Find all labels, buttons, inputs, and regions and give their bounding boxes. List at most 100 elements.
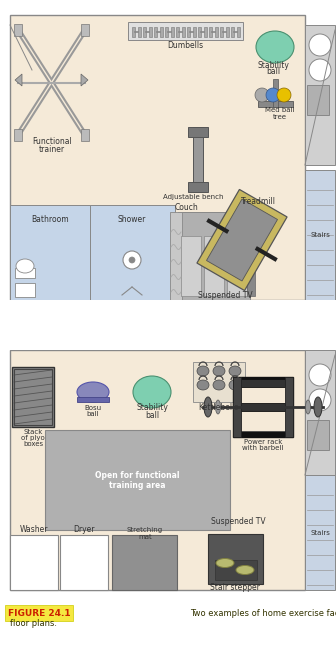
Bar: [239, 383, 287, 431]
Bar: [226, 27, 229, 37]
Text: tree: tree: [273, 114, 287, 120]
Bar: [188, 182, 208, 192]
Bar: [77, 397, 109, 402]
Circle shape: [123, 251, 141, 269]
Text: Kettlebells: Kettlebells: [198, 403, 238, 411]
Bar: [307, 85, 329, 115]
Bar: [12, 367, 54, 427]
Bar: [138, 27, 141, 37]
Bar: [14, 369, 52, 425]
Bar: [273, 79, 278, 107]
Text: Storage,: Storage,: [298, 308, 330, 316]
Text: FIGURE 24.1: FIGURE 24.1: [8, 608, 70, 618]
Bar: [193, 27, 196, 37]
Bar: [176, 27, 179, 37]
Bar: [305, 350, 335, 475]
Text: trainer: trainer: [39, 145, 65, 153]
Bar: [258, 101, 293, 107]
Bar: [10, 15, 305, 300]
Ellipse shape: [77, 382, 109, 402]
Text: furnace, and: furnace, and: [282, 316, 330, 326]
Polygon shape: [81, 129, 89, 141]
Ellipse shape: [229, 380, 241, 390]
Text: Suspended TV: Suspended TV: [211, 517, 265, 527]
Polygon shape: [81, 74, 88, 86]
Bar: [143, 27, 146, 37]
Bar: [10, 535, 58, 590]
Text: Stretching: Stretching: [127, 527, 163, 533]
Polygon shape: [14, 129, 22, 141]
Bar: [181, 236, 201, 296]
Ellipse shape: [305, 400, 310, 414]
Bar: [247, 236, 255, 296]
Polygon shape: [15, 74, 22, 86]
Bar: [204, 27, 207, 37]
Text: Stability: Stability: [257, 60, 289, 70]
Text: Open for functional: Open for functional: [95, 470, 179, 480]
Ellipse shape: [197, 366, 209, 376]
Bar: [10, 205, 90, 300]
Ellipse shape: [197, 380, 209, 390]
Ellipse shape: [16, 259, 34, 273]
Bar: [182, 27, 185, 37]
Ellipse shape: [216, 559, 234, 567]
Circle shape: [309, 59, 331, 81]
Bar: [220, 27, 223, 37]
Polygon shape: [81, 24, 89, 36]
Circle shape: [129, 257, 135, 263]
Bar: [132, 27, 135, 37]
Bar: [231, 27, 234, 37]
Bar: [237, 27, 240, 37]
Bar: [188, 127, 208, 137]
Ellipse shape: [256, 31, 294, 63]
Text: Dumbells: Dumbells: [167, 40, 203, 50]
Text: of plyo: of plyo: [21, 435, 45, 441]
Bar: [149, 27, 152, 37]
Bar: [5, 605, 73, 621]
Bar: [305, 170, 335, 300]
Bar: [193, 362, 245, 402]
Circle shape: [255, 88, 269, 102]
Text: Washer: Washer: [20, 525, 48, 535]
Polygon shape: [207, 199, 278, 281]
Text: Bosu: Bosu: [84, 405, 101, 411]
Circle shape: [266, 88, 280, 102]
Text: boxes: boxes: [23, 441, 43, 447]
Bar: [15, 268, 35, 278]
Text: floor plans.: floor plans.: [10, 620, 57, 628]
Text: Bathroom: Bathroom: [31, 216, 69, 224]
Bar: [285, 377, 293, 437]
Text: Stair stepper: Stair stepper: [210, 584, 260, 592]
Ellipse shape: [213, 366, 225, 376]
Ellipse shape: [133, 376, 171, 408]
Bar: [45, 430, 230, 530]
Text: Stairs: Stairs: [310, 232, 330, 238]
Text: Functional: Functional: [32, 137, 72, 147]
Circle shape: [309, 34, 331, 56]
Ellipse shape: [236, 565, 254, 574]
Text: Stability: Stability: [136, 403, 168, 413]
Bar: [204, 236, 224, 296]
Text: ball: ball: [87, 411, 99, 417]
Circle shape: [309, 389, 331, 411]
Text: Med ball: Med ball: [265, 107, 295, 113]
Text: Adjustable bench: Adjustable bench: [163, 194, 223, 200]
Bar: [233, 403, 293, 411]
Text: mat: mat: [138, 534, 152, 540]
Text: with barbell: with barbell: [242, 445, 284, 451]
Bar: [307, 420, 329, 450]
Bar: [112, 535, 177, 590]
Bar: [193, 127, 203, 192]
Bar: [208, 534, 263, 584]
Ellipse shape: [314, 397, 322, 417]
Text: Stack: Stack: [23, 429, 43, 435]
Bar: [227, 236, 247, 296]
Ellipse shape: [213, 380, 225, 390]
Bar: [10, 350, 305, 590]
Bar: [215, 560, 257, 580]
Text: Stairs: Stairs: [310, 530, 330, 536]
Bar: [233, 377, 293, 437]
Circle shape: [277, 88, 291, 102]
Bar: [0, 300, 336, 350]
Text: ball: ball: [145, 411, 159, 419]
